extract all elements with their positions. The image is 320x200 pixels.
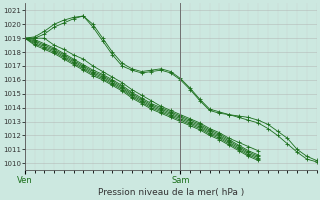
- X-axis label: Pression niveau de la mer( hPa ): Pression niveau de la mer( hPa ): [98, 188, 244, 197]
